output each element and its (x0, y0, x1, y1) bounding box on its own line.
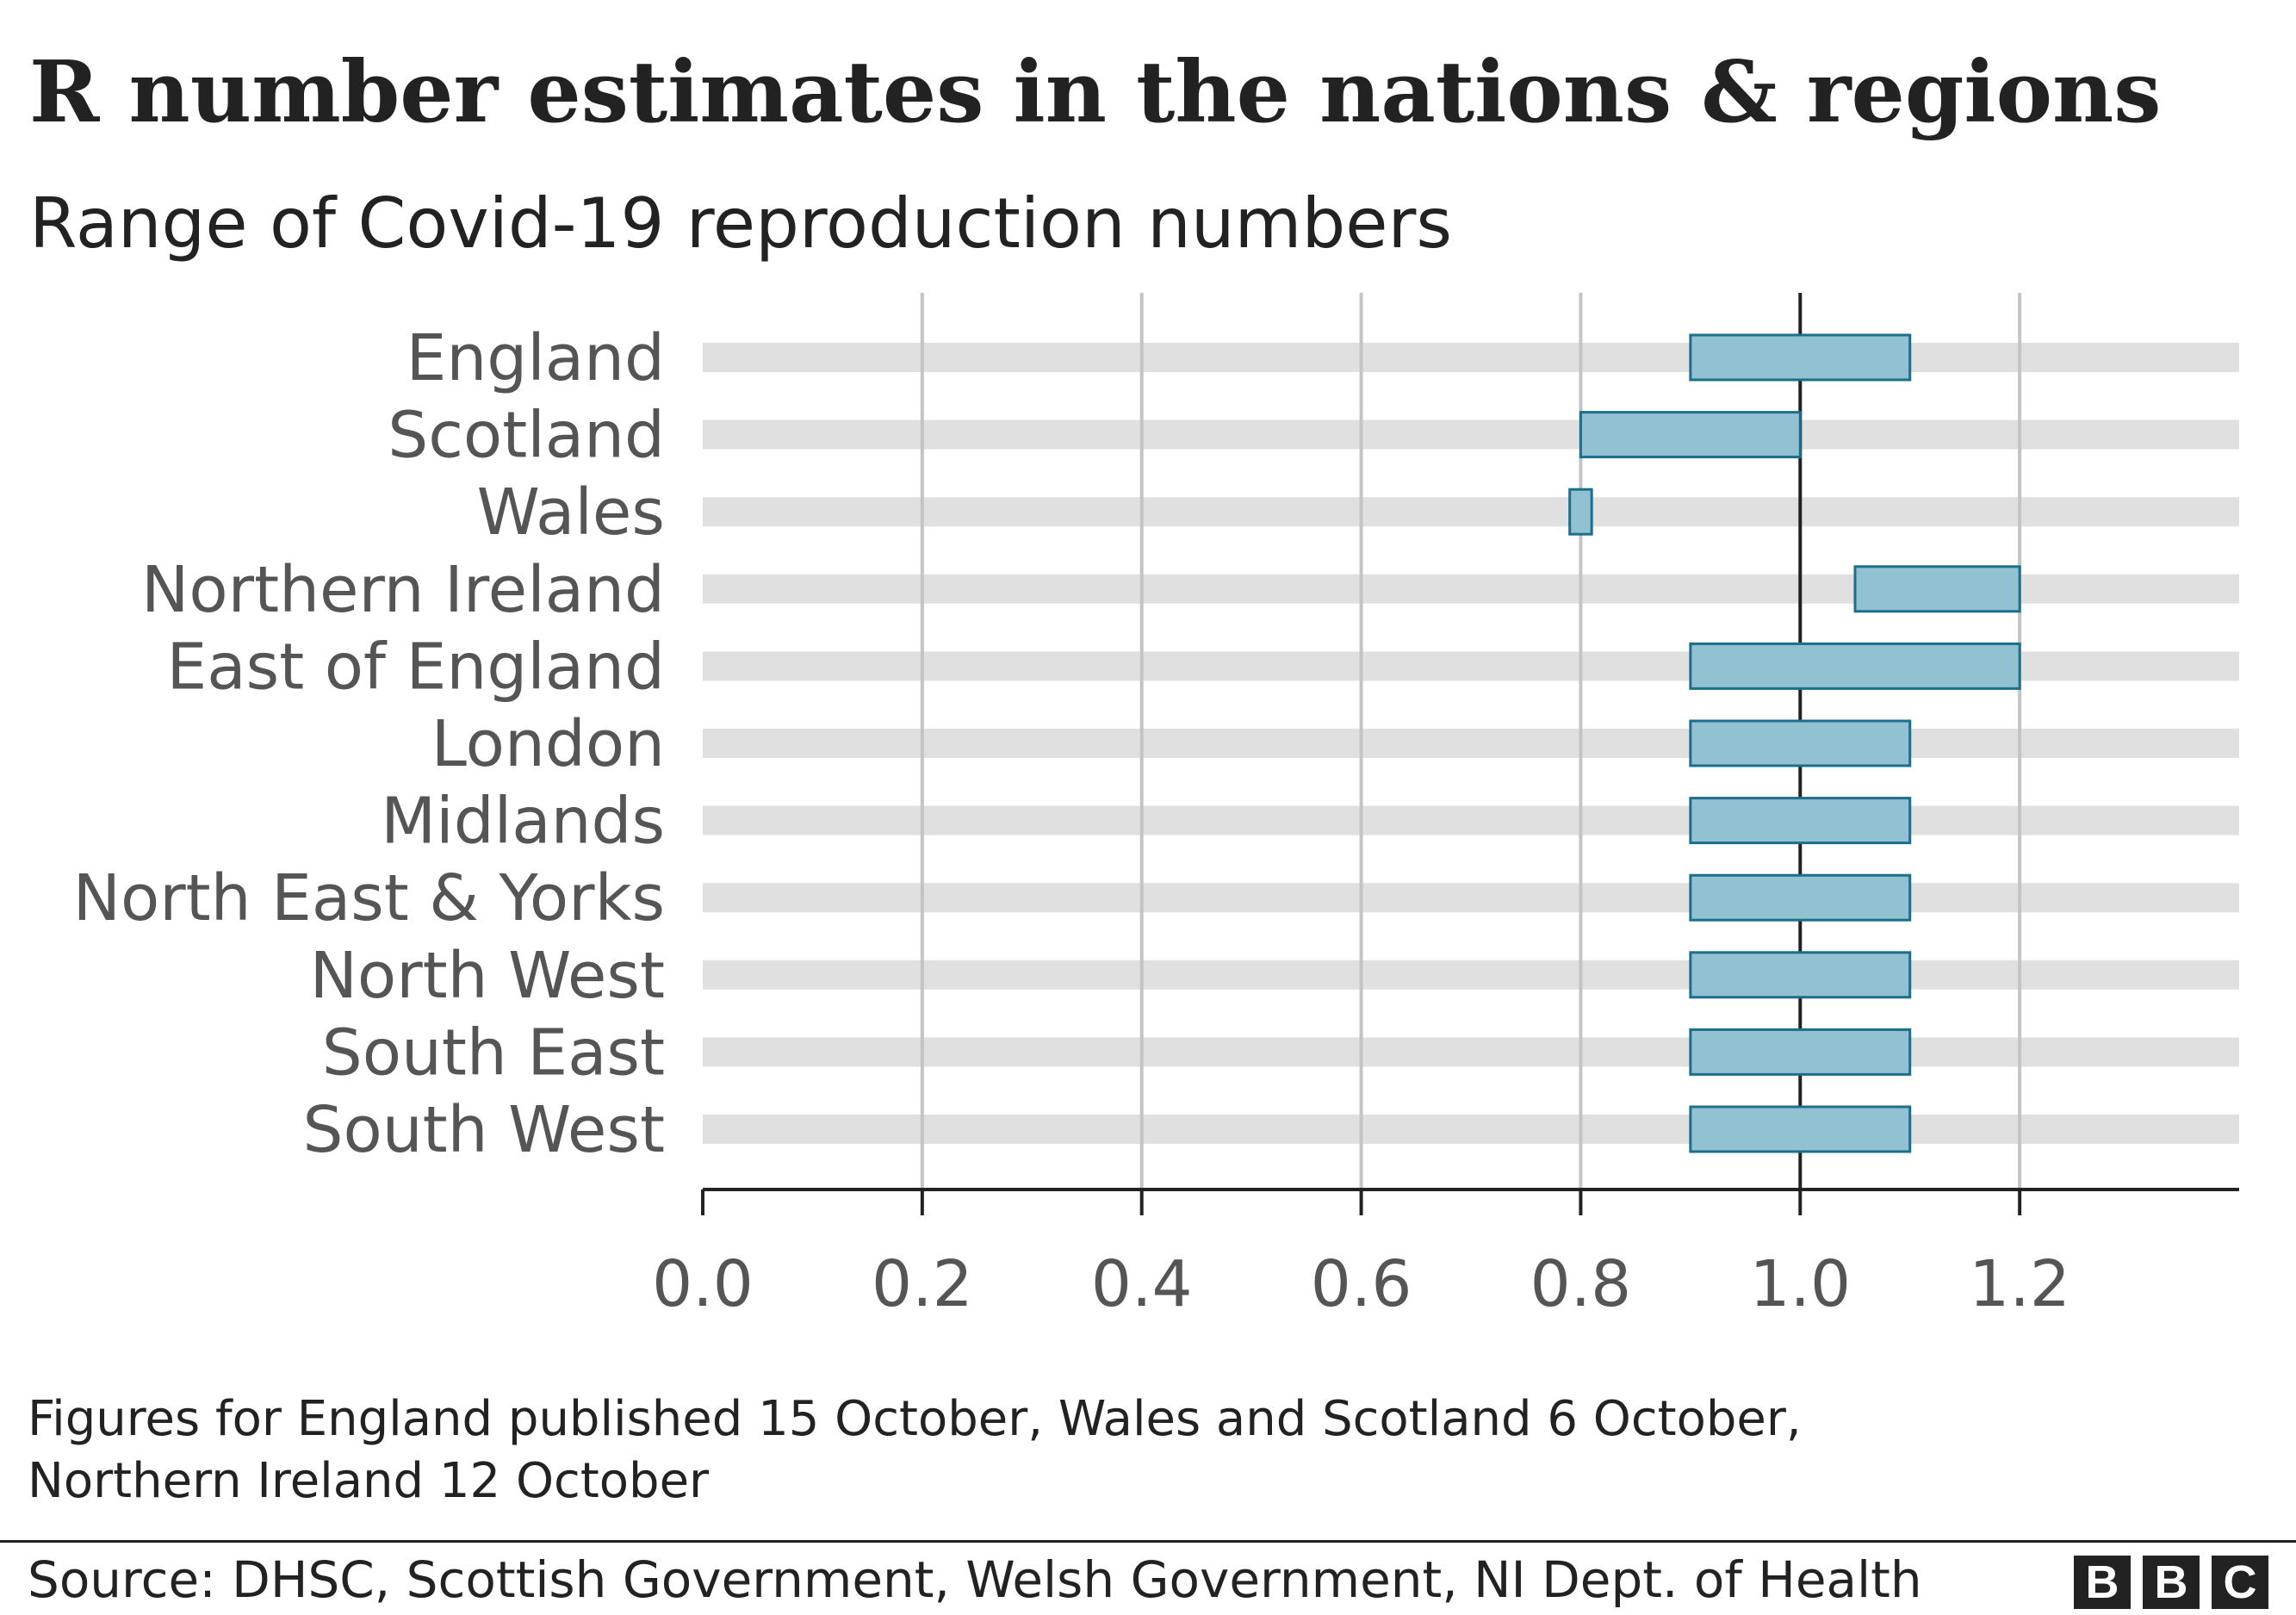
logo-letter-b2: B (2143, 1556, 2200, 1609)
row-band (703, 1037, 2239, 1067)
category-label: Wales (477, 475, 665, 550)
tick-labels: 0.0 0.2 0.4 0.6 0.8 1.0 1.2 (652, 1247, 2070, 1321)
category-label: East of England (167, 630, 665, 704)
footnote: Figures for England published 15 October… (28, 1388, 1802, 1513)
range-bars (1568, 333, 2021, 1153)
logo-letter-c: C (2212, 1556, 2268, 1609)
category-label: Midlands (381, 785, 665, 859)
chart-title: R number estimates in the nations & regi… (29, 43, 2162, 142)
range-bar (1853, 565, 2021, 613)
footer-divider (0, 1540, 2296, 1543)
category-label: Scotland (388, 399, 665, 473)
range-bar (1689, 873, 1912, 922)
range-bar (1689, 719, 1912, 767)
row-band (703, 343, 2239, 372)
x-tick-label: 0.2 (872, 1247, 973, 1321)
row-band (703, 419, 2239, 450)
row-band (703, 729, 2239, 758)
x-tick-label: 0.6 (1311, 1247, 1412, 1321)
range-bar (1689, 797, 1912, 845)
x-tick-label: 0.4 (1091, 1247, 1193, 1321)
category-label: South East (322, 1016, 665, 1090)
footnote-line-1: Figures for England published 15 October… (28, 1391, 1802, 1447)
logo-letter-b1: B (2074, 1556, 2131, 1609)
range-bar (1689, 1028, 1912, 1076)
category-label: Northern Ireland (141, 553, 665, 627)
category-label: England (406, 321, 665, 395)
category-label: North West (310, 939, 665, 1013)
x-axis (701, 1188, 2239, 1215)
range-bar (1689, 642, 2021, 690)
footnote-line-2: Northern Ireland 12 October (28, 1453, 710, 1509)
range-bar (1689, 951, 1912, 999)
range-bar (1579, 411, 1802, 459)
category-label: London (431, 707, 665, 781)
x-tick-label: 0.8 (1530, 1247, 1632, 1321)
source-text: Source: DHSC, Scottish Government, Welsh… (28, 1550, 1922, 1609)
category-label: North East & Yorks (73, 861, 665, 935)
row-bands (703, 343, 2239, 1144)
range-bar (1689, 1105, 1912, 1153)
row-band (703, 497, 2239, 527)
row-band (703, 960, 2239, 990)
row-band (703, 883, 2239, 913)
range-bar (1689, 333, 1912, 382)
row-band (703, 805, 2239, 835)
x-tick-label: 1.0 (1749, 1247, 1851, 1321)
bbc-logo: B B C (2074, 1556, 2268, 1609)
chart-subtitle: Range of Covid-19 reproduction numbers (29, 183, 1453, 264)
row-band (703, 1115, 2239, 1144)
x-tick-label: 0.0 (652, 1247, 754, 1321)
range-bar (1568, 488, 1593, 536)
category-label: South West (302, 1093, 665, 1167)
x-tick-label: 1.2 (1969, 1247, 2070, 1321)
